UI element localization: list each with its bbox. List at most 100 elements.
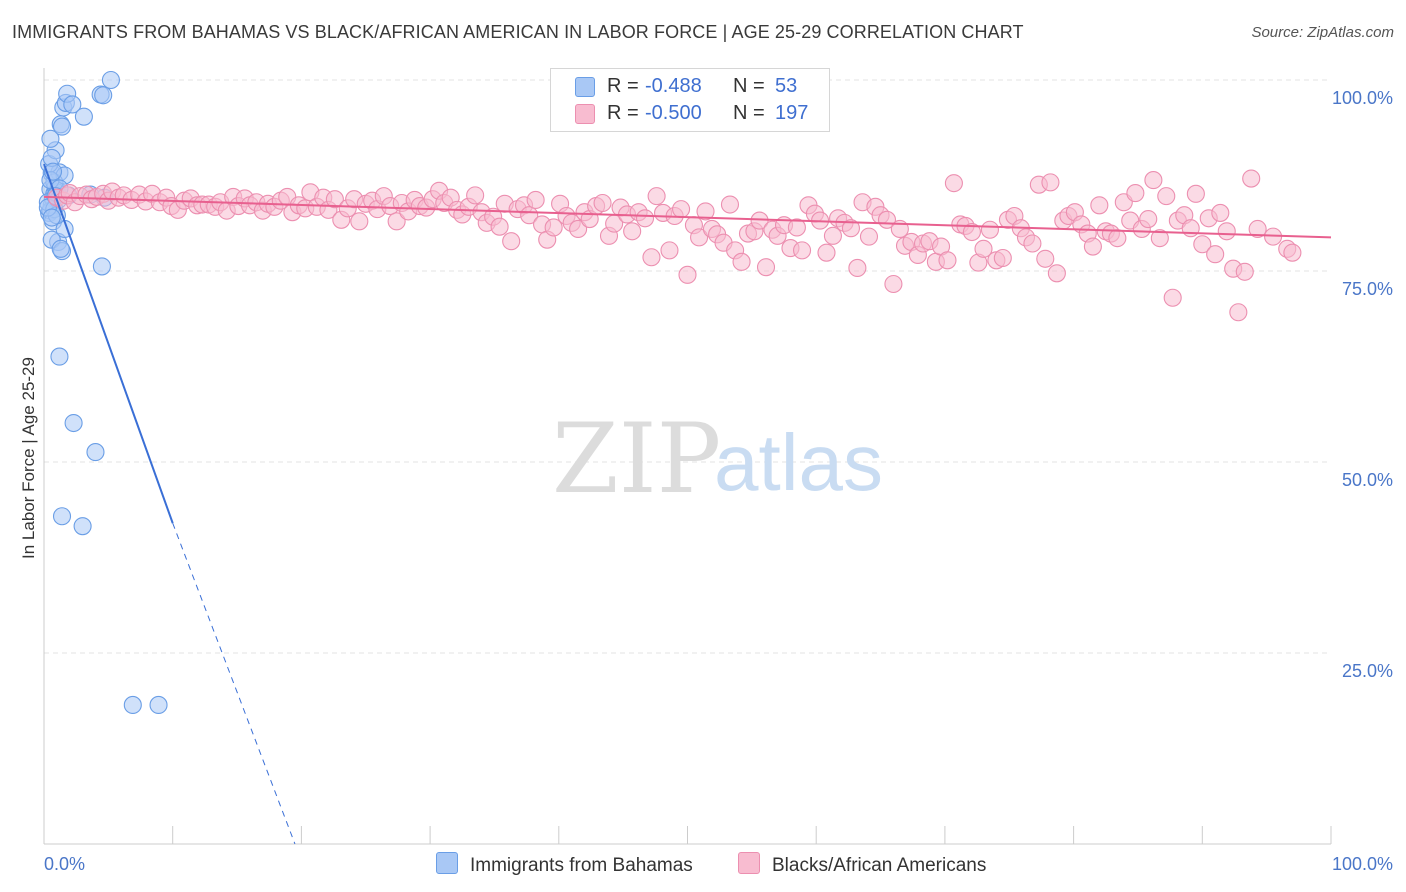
legend-r-label: R = [607, 102, 639, 124]
y-tick-label: 25.0% [1342, 661, 1393, 681]
source-label: Source: ZipAtlas.com [1251, 24, 1394, 41]
point-bahamas [92, 257, 111, 276]
point-black [350, 212, 369, 231]
trend-line-bahamas-extension [172, 522, 296, 845]
point-black [490, 217, 509, 236]
point-black [944, 174, 963, 193]
point-black [1036, 249, 1055, 268]
legend-n-label: N = [733, 102, 765, 124]
point-black [1150, 229, 1169, 248]
legend-n-value: 53 [775, 75, 798, 97]
point-black [647, 187, 666, 206]
point-black [792, 241, 812, 260]
legend-r-label: R = [607, 75, 639, 97]
point-black [720, 195, 740, 214]
point-black [696, 202, 715, 221]
point-bahamas [149, 695, 168, 715]
grid-lines [44, 79, 1331, 654]
point-black [623, 222, 642, 241]
point-black [823, 226, 842, 245]
point-black [544, 218, 563, 237]
point-black [1181, 219, 1200, 238]
point-black [938, 251, 957, 270]
point-black [678, 265, 697, 284]
point-black [980, 220, 999, 239]
point-black [1283, 243, 1302, 262]
bottom-legend-black: Blacks/African Americans [738, 852, 986, 877]
point-black [325, 190, 344, 209]
bottom-legend-label-bahamas: Immigrants from Bahamas [470, 855, 693, 876]
chart-title: IMMIGRANTS FROM BAHAMAS VS BLACK/AFRICAN… [12, 22, 1024, 42]
tick-labels: 100.0% 75.0% 50.0% 25.0% 0.0% 100.0% [44, 88, 1393, 874]
point-bahamas [64, 413, 83, 433]
point-bahamas [86, 443, 105, 462]
point-bahamas [123, 695, 142, 715]
point-black [841, 219, 860, 238]
point-bahamas [41, 129, 60, 148]
point-black [635, 209, 655, 228]
point-black [848, 258, 867, 277]
point-black [732, 252, 751, 271]
point-black [1217, 222, 1236, 241]
point-black [962, 222, 981, 242]
point-black [593, 193, 612, 213]
point-black [884, 274, 903, 294]
point-bahamas [101, 70, 120, 90]
point-bahamas [51, 239, 70, 258]
point-black [787, 218, 806, 237]
x-tick-label: 100.0% [1332, 854, 1393, 874]
point-black [526, 190, 545, 209]
point-black [859, 227, 879, 246]
point-black [1108, 229, 1127, 248]
stats-legend: R = -0.488 N = 53 R = -0.500 N = 197 [550, 68, 830, 132]
trend-line-black [43, 195, 1332, 239]
point-black [642, 248, 661, 267]
legend-swatch-bahamas [575, 77, 595, 97]
point-black [756, 258, 776, 277]
bottom-legend-swatch-black [738, 852, 760, 874]
point-black [520, 206, 539, 225]
trend-lines [43, 163, 1332, 845]
point-black [1083, 237, 1102, 256]
point-bahamas [74, 107, 93, 126]
point-black [1206, 245, 1225, 264]
point-bahamas [52, 117, 72, 136]
point-black [1126, 184, 1145, 203]
point-black [690, 228, 709, 247]
point-black [993, 248, 1012, 268]
point-black [1163, 288, 1182, 307]
point-black [1211, 203, 1230, 222]
point-black [1023, 234, 1042, 253]
point-bahamas [73, 517, 92, 536]
point-black [974, 239, 993, 258]
point-bahamas [52, 507, 72, 526]
bottom-legend-label-black: Blacks/African Americans [772, 855, 987, 876]
point-black [1229, 303, 1248, 322]
bottom-legend-swatch-bahamas [436, 852, 458, 874]
point-black [1090, 196, 1109, 215]
x-tick-label: 0.0% [44, 854, 85, 874]
point-black [1235, 262, 1254, 281]
point-black [387, 212, 406, 231]
data-points [38, 70, 1302, 715]
y-axis-label: In Labor Force | Age 25-29 [19, 357, 38, 559]
point-black [660, 241, 679, 260]
legend-swatch-black [575, 104, 595, 124]
point-black [1047, 264, 1066, 283]
point-black [817, 243, 836, 262]
point-bahamas [42, 208, 61, 227]
point-black [569, 219, 588, 239]
point-black [1186, 184, 1205, 203]
legend-n-label: N = [733, 75, 765, 97]
point-bahamas [94, 86, 113, 105]
point-black [1242, 169, 1261, 188]
y-tick-label: 75.0% [1342, 279, 1393, 299]
y-tick-label: 100.0% [1332, 88, 1393, 108]
point-black [502, 232, 521, 251]
point-black [1041, 173, 1060, 192]
legend-n-value: 197 [775, 102, 809, 124]
point-black [672, 200, 691, 219]
watermark-atlas: atlas [714, 418, 883, 507]
point-black [466, 186, 485, 205]
